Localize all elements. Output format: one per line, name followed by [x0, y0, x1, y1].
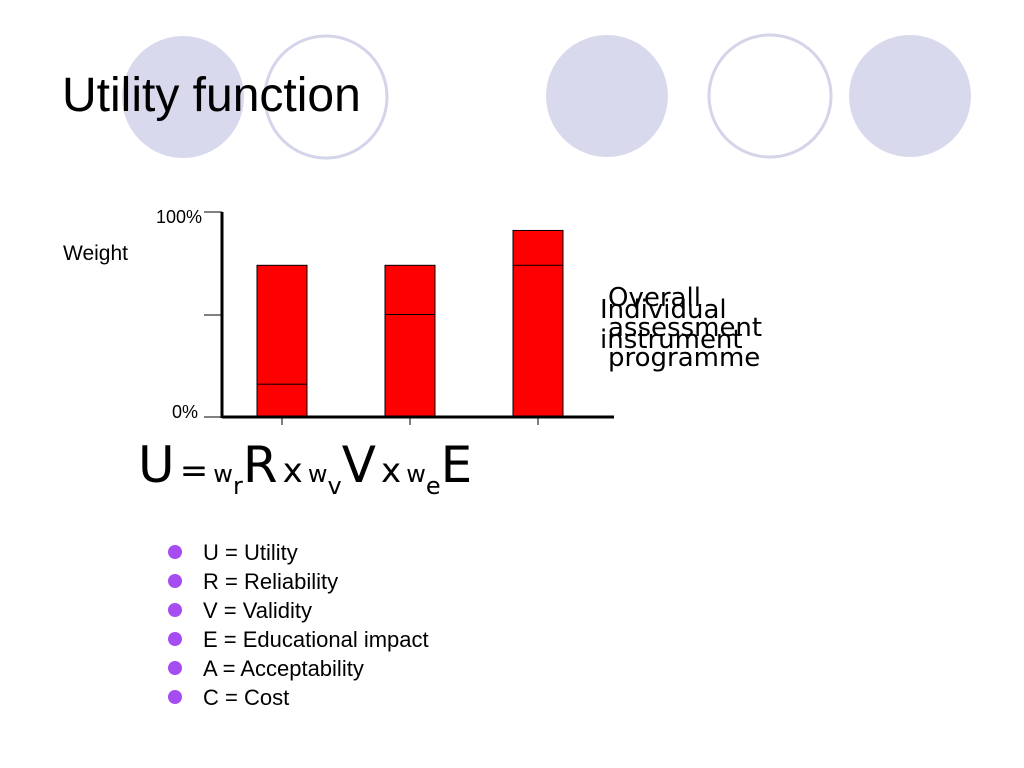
decor-circle: [263, 34, 389, 160]
legend-overall-line: programme: [608, 343, 761, 373]
formula-weight-e-sub: e: [425, 472, 441, 500]
decor-circle: [546, 35, 668, 157]
decor-circle: [707, 33, 833, 159]
list-item-text: E = Educational impact: [203, 627, 429, 652]
formula-u: U: [138, 436, 175, 494]
legend-overall-line: Overall: [608, 283, 701, 313]
definition-list: U = Utility R = Reliability V = Validity…: [166, 538, 429, 712]
list-item-text: U = Utility: [203, 540, 298, 565]
y-axis-label: Weight: [63, 242, 128, 265]
y-tick-label-0: 0%: [172, 402, 198, 422]
formula-times: x: [381, 451, 402, 491]
formula-times: x: [282, 451, 303, 491]
list-item: U = Utility: [166, 538, 429, 567]
list-item-text: V = Validity: [203, 598, 313, 623]
bullet-icon: [168, 632, 182, 646]
bar-individual-e: [512, 264, 564, 418]
formula-weight-v-sub: v: [327, 472, 342, 500]
formula-v: V: [341, 436, 376, 494]
y-tick-label-100: 100%: [156, 207, 202, 227]
formula-r: R: [242, 436, 278, 494]
bullet-icon: [168, 661, 182, 675]
page-title: Utility function: [62, 69, 361, 122]
formula-weight-v: w: [307, 460, 328, 488]
list-item-text: R = Reliability: [203, 569, 339, 594]
utility-formula: U = wrR x wvV x weE: [138, 436, 472, 516]
formula-weight-r: w: [213, 460, 233, 488]
legend-individual-line: Individual: [600, 295, 727, 325]
legend-overall: Overall assessment programme: [608, 283, 762, 373]
bullet-icon: [168, 690, 182, 704]
bullet-icon: [168, 574, 182, 588]
list-item: C = Cost: [166, 683, 429, 712]
list-item: A = Acceptability: [166, 654, 429, 683]
legend-individual: Individual instrument: [600, 295, 743, 355]
list-item: E = Educational impact: [166, 625, 429, 654]
bar-individual-r: [256, 383, 308, 418]
legend-individual-line: instrument: [600, 325, 743, 355]
formula-weight-e: w: [406, 460, 426, 488]
formula-equals: =: [179, 451, 209, 491]
list-item-text: C = Cost: [203, 685, 290, 710]
formula-e: E: [440, 436, 473, 494]
legend-overall-line: assessment: [608, 313, 763, 343]
decor-circle: [849, 35, 971, 157]
decor-circle: [122, 36, 244, 158]
bar-individual-v: [384, 314, 436, 418]
list-item-text: A = Acceptability: [203, 656, 364, 681]
list-item: R = Reliability: [166, 567, 429, 596]
bullet-icon: [168, 603, 182, 617]
list-item: V = Validity: [166, 596, 429, 625]
formula-weight-r-sub: r: [232, 472, 243, 500]
bullet-icon: [168, 545, 182, 559]
